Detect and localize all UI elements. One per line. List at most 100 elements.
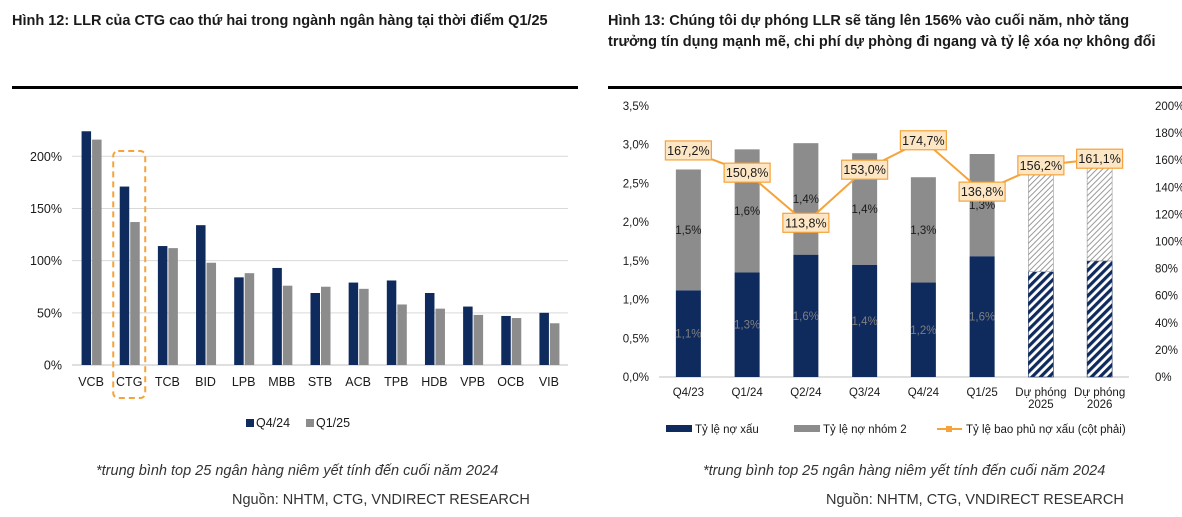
bar-q4-24 bbox=[424, 293, 435, 365]
x-tick-label: LPB bbox=[232, 375, 256, 389]
y-right-tick-label: 200% bbox=[1155, 101, 1182, 113]
x-tick-label: Q3/24 bbox=[849, 387, 881, 399]
bar-group2 bbox=[793, 143, 819, 255]
x-tick-label: Q4/24 bbox=[908, 387, 940, 399]
y-tick-label: 100% bbox=[30, 254, 62, 268]
bar-q1-25 bbox=[206, 262, 217, 365]
x-tick-label: Q4/23 bbox=[673, 387, 704, 399]
right-panel: Hình 13: Chúng tôi dự phóng LLR sẽ tăng … bbox=[604, 0, 1182, 517]
npl-value-label: 1,1% bbox=[675, 329, 701, 341]
group2-value-label: 1,3% bbox=[910, 225, 936, 237]
right-title-rule bbox=[608, 86, 1182, 89]
x-tick-label: TCB bbox=[155, 375, 180, 389]
group2-value-label: 1,3% bbox=[969, 200, 995, 212]
bar-npl bbox=[675, 290, 701, 377]
x-tick-label: Dự phóng bbox=[1015, 387, 1066, 399]
x-tick-label: VPB bbox=[460, 375, 485, 389]
y-right-tick-label: 160% bbox=[1155, 155, 1182, 167]
legend-swatch-npl bbox=[666, 425, 692, 432]
x-tick-label: HDB bbox=[421, 375, 447, 389]
bar-q4-24 bbox=[272, 267, 282, 365]
y-tick-label: 0% bbox=[44, 359, 62, 373]
npl-value-label: 1,6% bbox=[969, 312, 995, 324]
x-tick-label: Dự phóng bbox=[1074, 387, 1125, 399]
coverage-label-text: 113,8% bbox=[785, 216, 826, 230]
x-tick-label: VCB bbox=[78, 375, 104, 389]
npl-value-label: 1,2% bbox=[910, 325, 936, 337]
y-right-tick-label: 40% bbox=[1155, 318, 1178, 330]
y-right-tick-label: 140% bbox=[1155, 182, 1182, 194]
bar-q4-24 bbox=[539, 312, 549, 365]
y-left-tick-label: 2,0% bbox=[623, 217, 649, 229]
x-tick-label: VIB bbox=[539, 375, 559, 389]
legend: Q4/24 Q1/25 bbox=[246, 416, 350, 430]
coverage-label-text: 136,8% bbox=[961, 185, 1003, 199]
coverage-label-text: 150,8% bbox=[726, 166, 768, 180]
legend-swatch bbox=[246, 419, 254, 427]
x-tick-label: 2025 bbox=[1028, 399, 1054, 411]
ctg-highlight-box bbox=[112, 150, 147, 399]
coverage-label-text: 156,2% bbox=[1020, 159, 1062, 173]
bar-group2 bbox=[1086, 166, 1113, 262]
y-tick-label: 150% bbox=[30, 202, 62, 216]
y-left-tick-label: 0,5% bbox=[623, 333, 649, 345]
coverage-label-text: 153,0% bbox=[843, 163, 885, 177]
npl-coverage-chart: 0,0% 0,5% 1,0% 1,5% 2,0% 2,5% 3,0% 3,5% 0% 20% 40%… bbox=[623, 101, 1182, 436]
group2-value-label: 1,4% bbox=[852, 204, 878, 216]
coverage-label-box bbox=[841, 159, 889, 180]
bar-q4-24 bbox=[501, 315, 511, 365]
coverage-label-box bbox=[782, 212, 830, 233]
y-tick-label: 50% bbox=[37, 306, 62, 320]
bar-q1-25 bbox=[168, 248, 178, 365]
right-chart-title: Hình 13: Chúng tôi dự phóng LLR sẽ tăng … bbox=[608, 13, 1156, 50]
x-tick-label: MBB bbox=[268, 375, 295, 389]
bar-npl bbox=[793, 254, 819, 377]
coverage-value-label: 150,8% bbox=[723, 162, 771, 183]
y-right-tick-label: 60% bbox=[1155, 291, 1178, 303]
bar-q4-24 bbox=[386, 280, 397, 365]
y-right-tick-label: 0% bbox=[1155, 372, 1172, 384]
y-left-tick-label: 0,0% bbox=[623, 372, 649, 384]
coverage-label-box bbox=[664, 140, 712, 161]
bar-q1-25 bbox=[359, 288, 369, 365]
legend-label: Q1/25 bbox=[316, 416, 350, 430]
legend-label: Q4/24 bbox=[256, 416, 290, 430]
x-tick-label: Q2/24 bbox=[790, 387, 822, 399]
npl-value-label: 1,6% bbox=[793, 311, 819, 323]
coverage-label-text: 161,1% bbox=[1078, 152, 1120, 166]
y-right-tick-label: 120% bbox=[1155, 209, 1182, 221]
group2-value-label: 1,6% bbox=[734, 206, 760, 218]
coverage-label-box bbox=[899, 130, 947, 151]
bar-q1-25 bbox=[321, 286, 331, 365]
coverage-value-label: 161,1% bbox=[1076, 148, 1124, 169]
y-right-tick-label: 20% bbox=[1155, 345, 1178, 357]
bar-q4-24 bbox=[81, 131, 92, 365]
bar-npl bbox=[852, 264, 878, 377]
y-left-tick-label: 2,5% bbox=[623, 178, 649, 190]
y-left-tick-label: 3,0% bbox=[623, 140, 649, 152]
legend-label-group2: Tỷ lệ nợ nhóm 2 bbox=[823, 424, 907, 436]
bar-q1-25 bbox=[435, 308, 445, 365]
x-tick-label: ACB bbox=[345, 375, 371, 389]
left-footnote: *trung bình top 25 ngân hàng niêm yết tí… bbox=[96, 463, 499, 479]
bar-q1-25 bbox=[244, 273, 255, 365]
legend-swatch bbox=[306, 419, 314, 427]
coverage-value-label: 156,2% bbox=[1017, 155, 1065, 176]
coverage-label-box bbox=[958, 181, 1006, 202]
bar-q4-24 bbox=[196, 225, 206, 365]
bar-q4-24 bbox=[157, 246, 168, 365]
bar-q4-24 bbox=[463, 306, 473, 365]
npl-value-label: 1,3% bbox=[734, 320, 760, 332]
legend-marker-coverage bbox=[946, 426, 952, 432]
x-tick-label: TPB bbox=[384, 375, 408, 389]
bar-q1-25 bbox=[511, 318, 522, 365]
bar-q1-25 bbox=[397, 304, 407, 365]
x-tick-label: BID bbox=[195, 375, 216, 389]
coverage-value-label: 136,8% bbox=[958, 181, 1006, 202]
left-title-rule bbox=[12, 86, 578, 89]
bar-group2 bbox=[969, 154, 995, 257]
legend-swatch-group2 bbox=[794, 425, 820, 432]
group2-value-label: 1,4% bbox=[793, 194, 819, 206]
x-tick-label: Q1/25 bbox=[966, 387, 997, 399]
x-tick-label: CTG bbox=[116, 375, 142, 389]
